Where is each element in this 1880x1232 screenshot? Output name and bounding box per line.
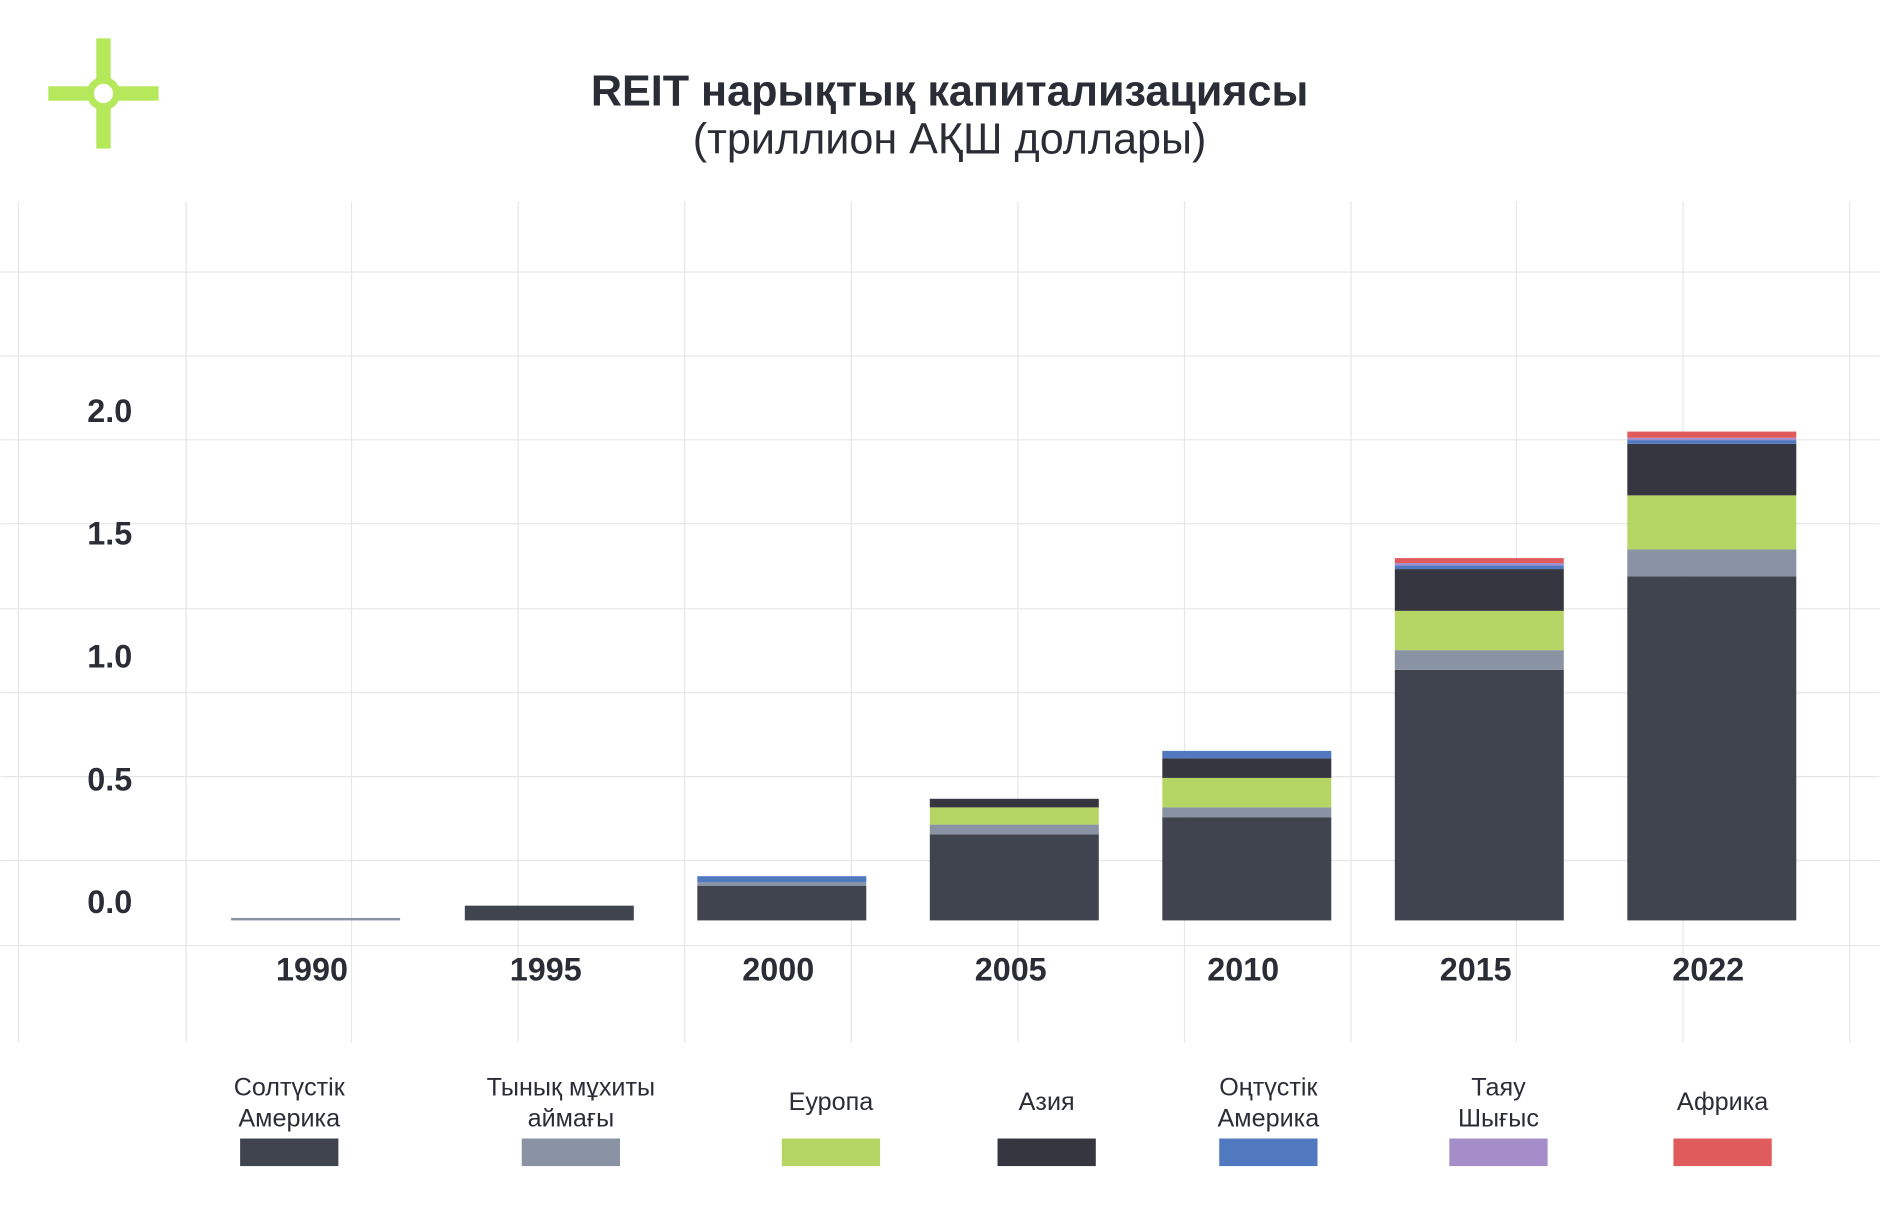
chart-title: REIT нарықтық капитализациясы [591, 67, 1309, 115]
bar-stack-1990 [231, 917, 401, 921]
y-tick-label: 0.5 [87, 761, 132, 797]
bar-segment [1394, 669, 1564, 921]
legend-label: Америка [238, 1105, 340, 1133]
logo [48, 38, 159, 149]
logo-center-hole [93, 83, 114, 104]
bar-segment [1627, 576, 1797, 921]
legend-label: аймағы [528, 1105, 615, 1133]
bar-segment [929, 807, 1099, 825]
bar-stack-1995 [464, 905, 634, 921]
bar-segment [1394, 558, 1564, 563]
x-tick-label: 2010 [1207, 951, 1279, 987]
bar-segment [1394, 562, 1564, 566]
bar-segment [1162, 758, 1332, 778]
bar-segment [1627, 495, 1797, 550]
bar-segment [1162, 807, 1332, 818]
legend-item: Африка [1673, 1088, 1772, 1167]
bar-segment [929, 798, 1099, 808]
bar-segment [1394, 610, 1564, 651]
legend-swatch [1673, 1138, 1772, 1167]
legend-swatch [1219, 1138, 1318, 1167]
legend-swatch [997, 1138, 1096, 1167]
bar-stack-2000 [697, 876, 867, 921]
bar-segment [231, 917, 401, 921]
bars [231, 431, 1797, 921]
y-tick-label: 0.0 [87, 884, 132, 920]
bar-segment [1627, 431, 1797, 438]
legend-swatch [240, 1138, 339, 1167]
x-tick-label: 2005 [975, 951, 1047, 987]
bar-segment [1394, 565, 1564, 570]
legend-label: Азия [1019, 1088, 1075, 1116]
y-tick-label: 2.0 [87, 393, 132, 429]
bar-stack-2022 [1627, 431, 1797, 921]
bar-segment [1627, 437, 1797, 441]
bar-segment [464, 905, 634, 921]
y-tick-label: 1.0 [87, 639, 132, 675]
legend: Солтүстік Америка Тынық мұхиты аймағы Еуропа… [234, 1073, 1772, 1167]
bar-segment [1162, 777, 1332, 808]
legend-item: Еуропа [781, 1088, 881, 1167]
legend-label: Оңтүстік [1219, 1073, 1318, 1101]
bar-segment [697, 886, 867, 921]
bar-stack-2005 [929, 798, 1099, 921]
legend-label: Тынық мұхиты [487, 1073, 655, 1101]
legend-swatch [781, 1138, 881, 1167]
legend-label: Солтүстік [234, 1073, 346, 1101]
x-tick-label: 1995 [510, 951, 582, 987]
bar-segment [1627, 549, 1797, 577]
bar-segment [1394, 569, 1564, 611]
legend-label: Шығыс [1458, 1105, 1539, 1133]
x-tick-label: 2000 [742, 951, 814, 987]
legend-label: Африка [1677, 1088, 1768, 1116]
bar-segment [1162, 750, 1332, 759]
legend-item: Таяу Шығыс [1449, 1073, 1548, 1167]
legend-swatch [521, 1138, 621, 1167]
bar-stack-2010 [1162, 750, 1332, 921]
x-tick-label: 1990 [276, 951, 348, 987]
legend-item: Оңтүстік Америка [1218, 1073, 1320, 1167]
legend-item: Тынық мұхиты аймағы [487, 1073, 655, 1167]
bar-segment [929, 834, 1099, 921]
legend-label: Еуропа [789, 1088, 874, 1116]
bar-segment [1162, 817, 1332, 921]
bar-segment [1394, 650, 1564, 670]
legend-label: Таяу [1471, 1073, 1526, 1101]
bar-segment [929, 824, 1099, 835]
bar-segment [697, 876, 867, 883]
x-axis-ticks: 1990 1995 2000 2005 2010 2015 2022 [276, 951, 1744, 987]
x-tick-label: 2022 [1672, 951, 1744, 987]
x-tick-label: 2015 [1440, 951, 1512, 987]
bar-segment [1627, 443, 1797, 496]
legend-label: Америка [1218, 1105, 1320, 1133]
chart-subtitle: (триллион АҚШ доллары) [693, 115, 1207, 163]
y-axis-ticks: 0.0 0.5 1.0 1.5 2.0 [87, 393, 132, 920]
legend-swatch [1449, 1138, 1548, 1167]
y-tick-label: 1.5 [87, 516, 132, 552]
legend-item: Азия [997, 1088, 1096, 1167]
bar-segment [1627, 440, 1797, 444]
legend-item: Солтүстік Америка [234, 1073, 346, 1167]
bar-stack-2015 [1394, 558, 1564, 921]
bar-segment [697, 882, 867, 887]
